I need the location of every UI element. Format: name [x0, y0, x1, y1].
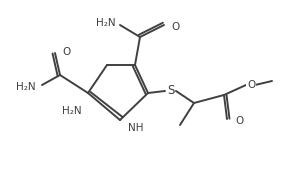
Text: S: S: [167, 84, 175, 98]
Text: O: O: [171, 22, 179, 32]
Text: O: O: [62, 47, 70, 57]
Text: H₂N: H₂N: [96, 18, 116, 28]
Text: O: O: [247, 80, 255, 90]
Text: H₂N: H₂N: [16, 82, 36, 92]
Text: O: O: [235, 116, 243, 126]
Text: H₂N: H₂N: [62, 106, 82, 116]
Text: NH: NH: [128, 123, 143, 133]
